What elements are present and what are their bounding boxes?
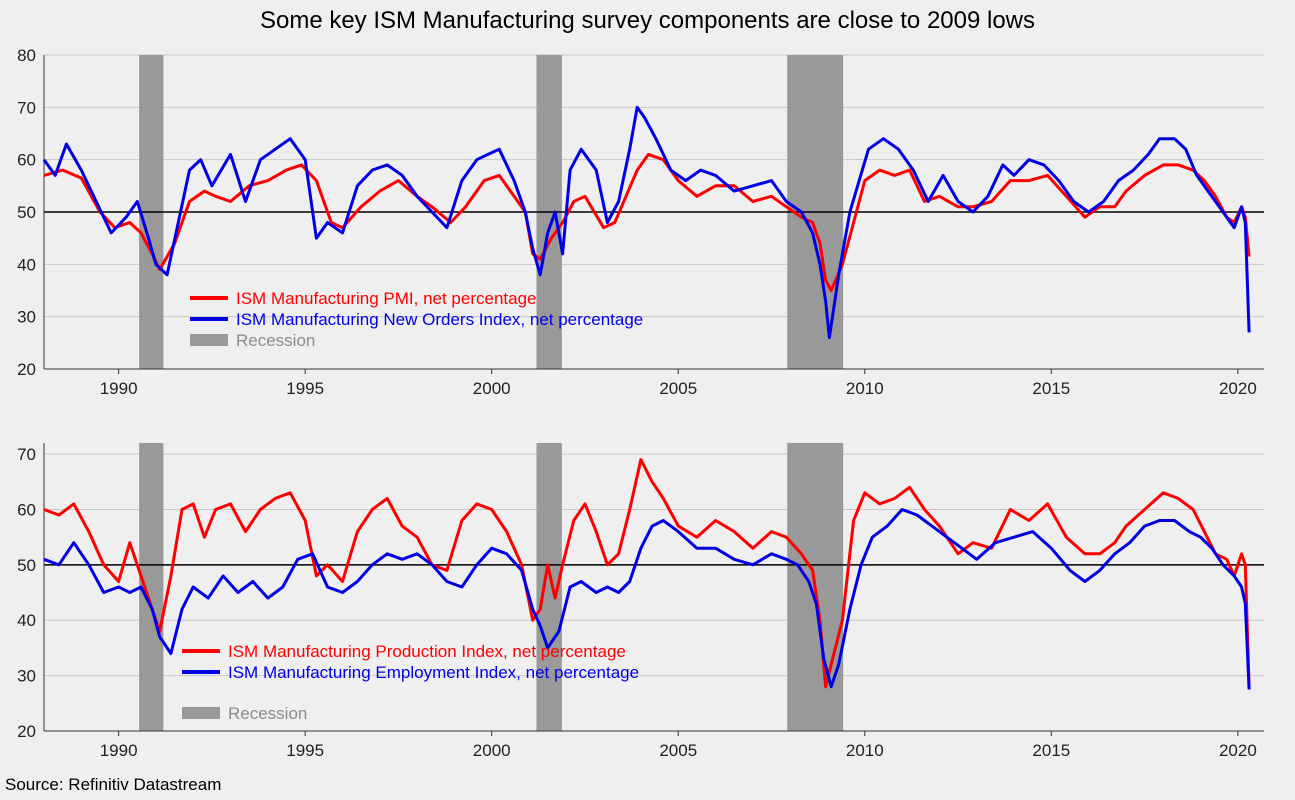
x-tick-label: 2015 [1032, 741, 1070, 760]
x-tick-label: 2020 [1219, 741, 1257, 760]
series-line [43, 152, 1251, 292]
legend-label: ISM Manufacturing Production Index, net … [228, 642, 626, 661]
y-tick-label: 40 [17, 611, 36, 630]
y-tick-label: 60 [17, 500, 36, 519]
y-tick-label: 30 [17, 667, 36, 686]
y-tick-label: 70 [17, 445, 36, 464]
legend: ISM Manufacturing PMI, net percentage ISM… [190, 289, 643, 350]
y-tick-label: 70 [17, 98, 36, 117]
legend: ISM Manufacturing Production Index, net … [182, 642, 639, 723]
y-tick-label: 60 [17, 151, 36, 170]
chart-title: Some key ISM Manufacturing survey compon… [259, 7, 1036, 34]
x-tick-label: 1990 [100, 379, 138, 398]
legend-swatch-recession [182, 707, 220, 719]
series-line [43, 508, 1251, 690]
bottom-panel: 20 30 40 50 60 70 1990 1995 2000 2005 2010 2015 2020… [17, 443, 1264, 760]
x-tick-label: 1990 [100, 741, 138, 760]
x-tick-label: 1995 [286, 741, 324, 760]
x-tick-label: 2020 [1219, 379, 1257, 398]
legend-label: ISM Manufacturing Employment Index, net … [228, 663, 639, 682]
y-tick-label: 80 [17, 46, 36, 65]
recession-band [139, 443, 164, 731]
x-tick-label: 2015 [1032, 379, 1070, 398]
x-tick-label: 2005 [659, 741, 697, 760]
top-panel: 20 30 40 50 60 70 80 1990 1995 2000 2005 2010 2015 20… [17, 46, 1264, 398]
legend-label: Recession [236, 331, 315, 350]
x-tick-label: 1995 [286, 379, 324, 398]
source-note: Source: Refinitiv Datastream [5, 775, 222, 794]
legend-label: ISM Manufacturing PMI, net percentage [236, 289, 537, 308]
x-tick-label: 2000 [473, 741, 511, 760]
series-line [42, 105, 1251, 340]
legend-label: Recession [228, 704, 307, 723]
y-tick-label: 20 [17, 360, 36, 379]
y-tick-label: 20 [17, 722, 36, 741]
x-tick-label: 2000 [473, 379, 511, 398]
series-line [43, 458, 1251, 689]
x-tick-label: 2005 [659, 379, 697, 398]
x-tick-label: 2010 [846, 379, 884, 398]
legend-swatch-recession [190, 334, 228, 346]
y-tick-label: 50 [17, 556, 36, 575]
legend-label: ISM Manufacturing New Orders Index, net … [236, 310, 643, 329]
y-tick-label: 50 [17, 203, 36, 222]
x-tick-label: 2010 [846, 741, 884, 760]
y-tick-label: 30 [17, 308, 36, 327]
y-tick-label: 40 [17, 255, 36, 274]
